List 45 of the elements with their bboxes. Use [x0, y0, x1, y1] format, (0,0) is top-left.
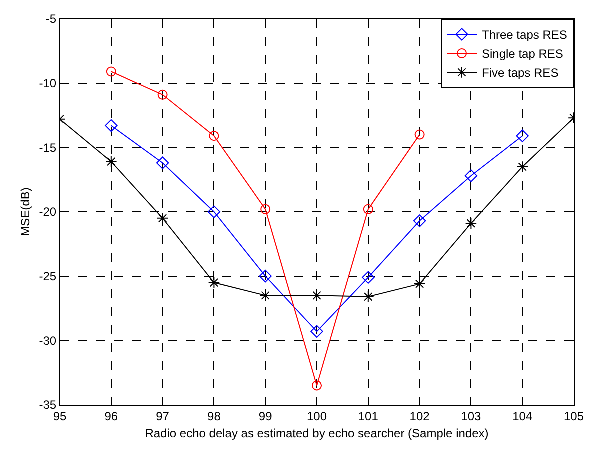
point	[312, 380, 322, 391]
point	[310, 325, 324, 338]
y-tick-label: -20	[39, 205, 57, 220]
point	[413, 214, 426, 228]
point	[156, 212, 169, 224]
point	[362, 291, 374, 303]
point	[414, 278, 426, 290]
x-axis-title: Radio echo delay as estimated by echo searcher (Sample index)	[145, 426, 489, 440]
point	[516, 161, 528, 173]
x-tick-label: 98	[208, 409, 222, 424]
point	[414, 130, 425, 140]
point	[260, 290, 272, 302]
x-tick-label: 102	[410, 409, 430, 424]
point	[208, 276, 220, 289]
legend-label: Five taps RES	[482, 66, 559, 80]
point	[105, 119, 118, 132]
point	[208, 206, 221, 218]
point	[259, 270, 272, 283]
point	[464, 170, 478, 182]
legend-label: Three taps RES	[482, 28, 568, 42]
point	[158, 90, 168, 100]
point	[362, 271, 375, 284]
x-tick-label: 97	[156, 409, 170, 424]
point	[156, 156, 170, 170]
point	[465, 218, 478, 230]
x-tick-label: 103	[461, 409, 482, 424]
y-tick-label: -10	[39, 76, 57, 91]
y-tick-label: -5	[46, 12, 57, 26]
x-tick-label: 101	[358, 409, 379, 424]
point	[363, 204, 374, 214]
y-tick-label: -15	[39, 140, 57, 155]
point	[106, 156, 118, 168]
legend-label: Single tap RES	[482, 47, 564, 62]
x-tick-label: 104	[512, 409, 533, 424]
point	[209, 131, 220, 142]
point	[106, 66, 116, 77]
y-tick-label: -25	[39, 270, 57, 284]
x-tick-label: 100	[306, 409, 328, 424]
y-tick-label: -30	[39, 334, 57, 348]
x-tick-label: 99	[258, 409, 273, 424]
point	[516, 130, 529, 142]
point	[260, 204, 271, 214]
x-tick-label: 96	[104, 409, 118, 424]
x-tick-label: 105	[564, 409, 584, 424]
y-axis-title: MSE(dB)	[18, 188, 33, 236]
